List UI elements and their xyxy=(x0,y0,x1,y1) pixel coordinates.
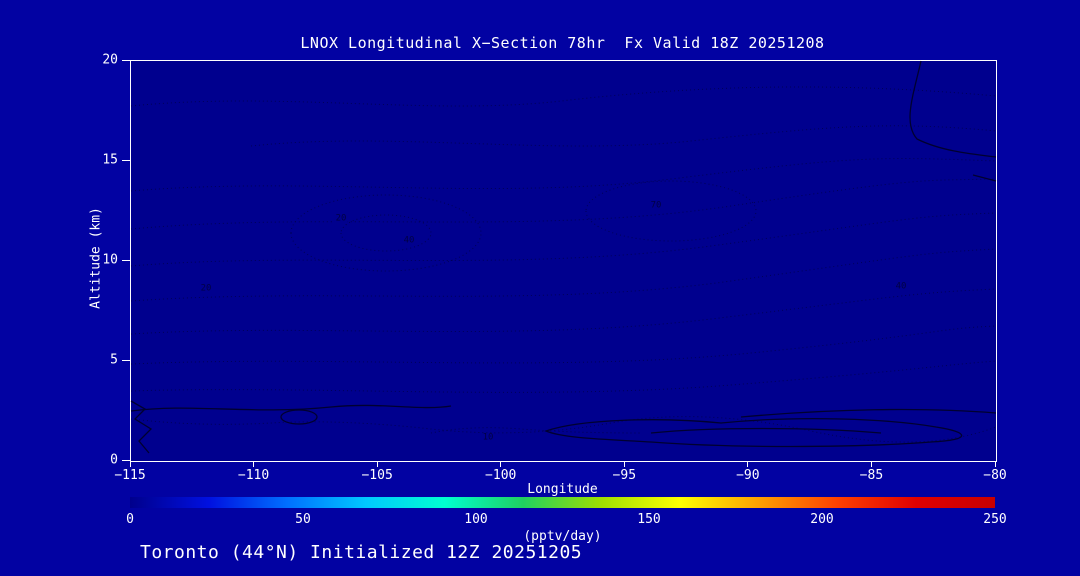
colorbar-tick-label: 100 xyxy=(464,512,488,527)
colorbar-units: (pptv/day) xyxy=(523,529,602,544)
colorbar xyxy=(130,497,995,508)
contour-label: 20 xyxy=(199,283,213,294)
y-tick-mark xyxy=(122,459,130,461)
contour-label: 10 xyxy=(481,432,495,443)
contour-label: 40 xyxy=(402,235,416,246)
chart-title: LNOX Longitudinal X−Section 78hr Fx Vali… xyxy=(300,34,825,52)
y-axis-label: Altitude (km) xyxy=(88,207,104,309)
x-axis-title: Longitude xyxy=(527,482,598,497)
y-tick-label: 20 xyxy=(102,52,118,68)
x-tick-label: −110 xyxy=(237,468,270,483)
colorbar-tick-label: 200 xyxy=(810,512,834,527)
x-tick-label: −90 xyxy=(736,468,760,483)
y-tick-label: 15 xyxy=(102,152,118,168)
x-tick-label: −85 xyxy=(859,468,884,483)
colorbar-tick-label: 0 xyxy=(126,512,134,527)
colorbar-tick-label: 250 xyxy=(983,512,1007,527)
y-tick-mark xyxy=(122,59,130,61)
y-tick-mark xyxy=(122,159,130,161)
y-tick-label: 10 xyxy=(102,252,118,268)
y-tick-label: 5 xyxy=(110,352,118,368)
x-tick-label: −80 xyxy=(983,468,1007,483)
colorbar-tick-label: 50 xyxy=(295,512,311,527)
x-tick-label: −105 xyxy=(361,468,393,483)
y-tick-mark xyxy=(122,359,130,361)
contour-label: 40 xyxy=(894,281,908,292)
contour-label: 70 xyxy=(649,200,663,211)
x-tick-label: −95 xyxy=(612,468,637,483)
y-tick-mark xyxy=(122,259,130,261)
colorbar-tick-label: 150 xyxy=(637,512,661,527)
x-tick-label: −100 xyxy=(485,468,517,483)
contour-label: 20 xyxy=(334,213,348,224)
caption: Toronto (44°N) Initialized 12Z 20251205 xyxy=(140,542,583,563)
contour-lines xyxy=(130,60,997,454)
x-tick-label: −115 xyxy=(114,468,146,483)
plot-area: 20 40 70 10 20 40 xyxy=(130,60,997,462)
y-tick-label: 0 xyxy=(110,452,118,468)
